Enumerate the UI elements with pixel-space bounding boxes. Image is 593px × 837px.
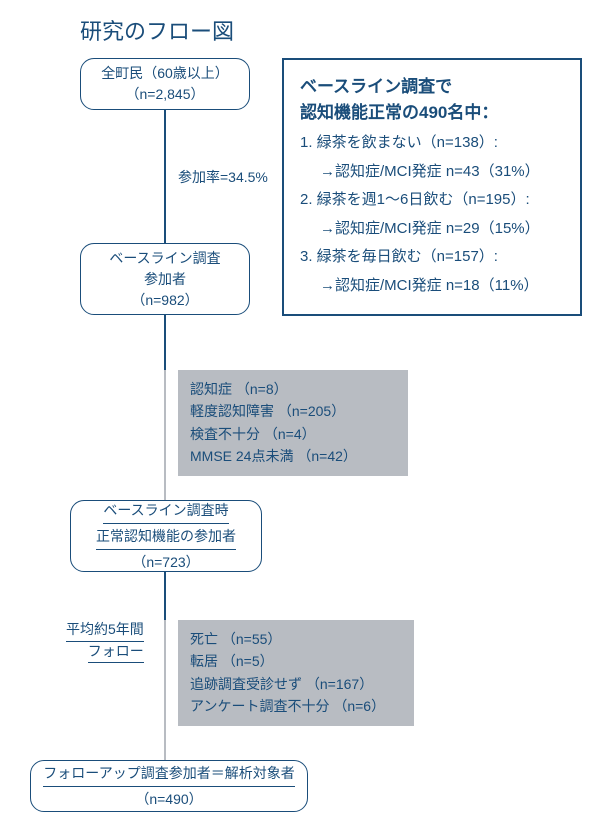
node3-line1: ベースライン調査時 — [103, 500, 228, 524]
node4-sub: （n=490） — [135, 789, 202, 810]
node-baseline-participants: ベースライン調査 参加者 （n=982） — [80, 243, 250, 315]
flow-line-2a — [164, 315, 166, 370]
e2-line1: 死亡 （n=55） — [190, 628, 402, 650]
node-all-residents: 全町民（60歳以上） （n=2,845） — [80, 58, 250, 110]
node-normal-cognition: ベースライン調査時 正常認知機能の参加者 （n=723） — [70, 500, 262, 572]
node1-line2: （n=2,845） — [126, 84, 205, 105]
follow-annotation: 平均約5年間 フォロー — [66, 620, 144, 663]
sidebox-item1-main: 1. 緑茶を飲まない（n=138）: — [300, 129, 564, 158]
sidebox-item2-sub: →認知症/MCI発症 n=29（15%） — [300, 215, 564, 244]
e2-line2: 転居 （n=5） — [190, 650, 402, 672]
e2-line3: 追跡調査受診せず （n=167） — [190, 673, 402, 695]
node-followup-analysis: フォローアップ調査参加者＝解析対象者 （n=490） — [30, 760, 308, 812]
e2-line4: アンケート調査不十分 （n=6） — [190, 695, 402, 717]
follow-l1: 平均約5年間 — [66, 620, 144, 642]
e1-line3: 検査不十分 （n=4） — [190, 423, 396, 445]
follow-l2: フォロー — [88, 642, 144, 664]
chart-title: 研究のフロー図 — [80, 14, 234, 46]
flow-line-1 — [164, 110, 166, 243]
e1-line1: 認知症 （n=8） — [190, 378, 396, 400]
sidebox-header: ベースライン調査で 認知機能正常の490名中： — [300, 74, 564, 125]
flow-line-2b — [164, 370, 166, 500]
node4-line1: フォローアップ調査参加者＝解析対象者 — [43, 763, 294, 787]
node1-line1: 全町民（60歳以上） — [101, 63, 229, 84]
flow-line-3a — [164, 572, 166, 620]
node2-line3: （n=982） — [131, 290, 198, 311]
e1-line4: MMSE 24点未満 （n=42） — [190, 445, 396, 467]
sidebox-h2: 認知機能正常の490名中： — [300, 103, 498, 122]
sidebox-item2-main: 2. 緑茶を週1～6日飲む（n=195）: — [300, 186, 564, 215]
sidebox-item1-sub: →認知症/MCI発症 n=43（31%） — [300, 158, 564, 187]
sidebox-item3-sub: →認知症/MCI発症 n=18（11%） — [300, 272, 564, 301]
exclusion-box-1: 認知症 （n=8） 軽度認知障害 （n=205） 検査不十分 （n=4） MMS… — [178, 370, 408, 476]
flow-line-3b — [164, 620, 166, 760]
sidebox-h1: ベースライン調査で — [300, 77, 452, 96]
exclusion-box-2: 死亡 （n=55） 転居 （n=5） 追跡調査受診せず （n=167） アンケー… — [178, 620, 414, 726]
node3-line2: 正常認知機能の参加者 — [96, 526, 236, 550]
node2-line2: 参加者 — [144, 269, 186, 290]
node3-sub: （n=723） — [132, 552, 199, 573]
sidebox-item3-main: 3. 緑茶を毎日飲む（n=157）: — [300, 243, 564, 272]
e1-line2: 軽度認知障害 （n=205） — [190, 400, 396, 422]
results-sidebar: ベースライン調査で 認知機能正常の490名中： 1. 緑茶を飲まない（n=138… — [282, 58, 582, 316]
participation-rate: 参加率=34.5% — [178, 168, 268, 188]
node2-line1: ベースライン調査 — [109, 248, 220, 269]
